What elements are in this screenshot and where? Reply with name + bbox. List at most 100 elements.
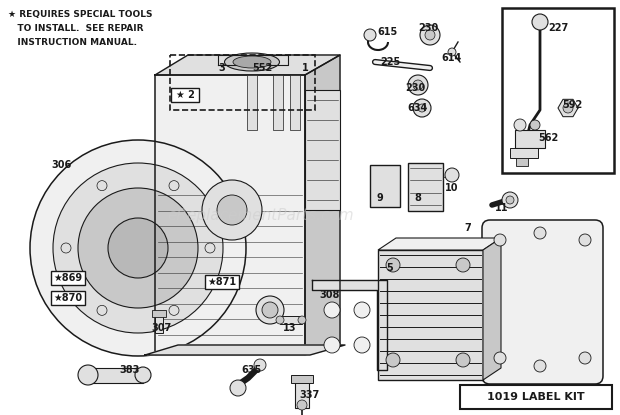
Text: TO INSTALL.  SEE REPAIR: TO INSTALL. SEE REPAIR bbox=[8, 24, 143, 33]
Circle shape bbox=[169, 305, 179, 315]
Text: 383: 383 bbox=[120, 365, 140, 375]
Text: 562: 562 bbox=[538, 133, 558, 143]
Circle shape bbox=[494, 352, 506, 364]
Circle shape bbox=[456, 258, 470, 272]
Text: ★ 2: ★ 2 bbox=[175, 90, 195, 100]
Circle shape bbox=[205, 243, 215, 253]
Bar bbox=[460, 385, 612, 409]
Circle shape bbox=[254, 359, 266, 371]
Text: ★ REQUIRES SPECIAL TOOLS: ★ REQUIRES SPECIAL TOOLS bbox=[8, 10, 153, 19]
Circle shape bbox=[202, 180, 262, 240]
Text: 9: 9 bbox=[376, 193, 383, 203]
Circle shape bbox=[354, 302, 370, 318]
Circle shape bbox=[530, 120, 540, 130]
Text: 552: 552 bbox=[252, 63, 272, 73]
Bar bbox=[170, 55, 315, 110]
Circle shape bbox=[135, 367, 151, 383]
Circle shape bbox=[420, 25, 440, 45]
Text: 307: 307 bbox=[152, 323, 172, 333]
Bar bbox=[51, 291, 85, 305]
Text: 634: 634 bbox=[408, 103, 428, 113]
Bar bbox=[408, 163, 443, 211]
Circle shape bbox=[494, 234, 506, 246]
Circle shape bbox=[413, 99, 431, 117]
Circle shape bbox=[298, 316, 306, 324]
Circle shape bbox=[408, 75, 428, 95]
Circle shape bbox=[97, 305, 107, 315]
Bar bbox=[155, 315, 163, 333]
Text: 5: 5 bbox=[387, 263, 393, 273]
Text: 230: 230 bbox=[418, 23, 438, 33]
Circle shape bbox=[563, 103, 573, 113]
Circle shape bbox=[30, 140, 246, 356]
Circle shape bbox=[514, 119, 526, 131]
Circle shape bbox=[506, 196, 514, 204]
Bar bbox=[291, 375, 313, 383]
Circle shape bbox=[108, 218, 168, 278]
Circle shape bbox=[386, 258, 400, 272]
Circle shape bbox=[448, 48, 456, 56]
Circle shape bbox=[61, 243, 71, 253]
Ellipse shape bbox=[233, 56, 271, 68]
Text: 615: 615 bbox=[378, 27, 398, 37]
Text: 3: 3 bbox=[219, 63, 226, 73]
Polygon shape bbox=[312, 280, 387, 370]
Bar bbox=[502, 8, 614, 173]
Circle shape bbox=[276, 316, 284, 324]
Text: 227: 227 bbox=[548, 23, 568, 33]
Circle shape bbox=[78, 188, 198, 308]
Bar bbox=[516, 158, 528, 166]
Circle shape bbox=[364, 29, 376, 41]
Circle shape bbox=[324, 302, 340, 318]
Polygon shape bbox=[305, 55, 340, 355]
Circle shape bbox=[217, 195, 247, 225]
Text: 8: 8 bbox=[415, 193, 422, 203]
Text: 635: 635 bbox=[242, 365, 262, 375]
Bar bbox=[51, 271, 85, 285]
Text: 308: 308 bbox=[320, 290, 340, 300]
FancyBboxPatch shape bbox=[482, 220, 603, 384]
Circle shape bbox=[169, 181, 179, 190]
Polygon shape bbox=[378, 238, 501, 250]
Text: 11: 11 bbox=[495, 203, 509, 213]
Bar bbox=[510, 148, 538, 158]
Circle shape bbox=[425, 30, 435, 40]
Circle shape bbox=[97, 181, 107, 190]
Circle shape bbox=[354, 337, 370, 353]
Circle shape bbox=[53, 163, 223, 333]
Bar bbox=[88, 368, 143, 383]
Text: 13: 13 bbox=[283, 323, 297, 333]
Polygon shape bbox=[218, 55, 288, 65]
Text: ★870: ★870 bbox=[53, 293, 82, 303]
Text: ★869: ★869 bbox=[53, 273, 82, 283]
Polygon shape bbox=[155, 55, 340, 75]
Bar bbox=[305, 90, 340, 210]
Text: ★871: ★871 bbox=[208, 277, 237, 287]
Text: 225: 225 bbox=[380, 57, 400, 67]
Bar bbox=[290, 75, 300, 130]
Circle shape bbox=[456, 353, 470, 367]
Bar bbox=[273, 75, 283, 130]
Circle shape bbox=[324, 337, 340, 353]
Circle shape bbox=[579, 234, 591, 246]
Bar bbox=[515, 130, 545, 148]
Text: 337: 337 bbox=[300, 390, 320, 400]
Circle shape bbox=[262, 302, 278, 318]
Bar bbox=[295, 378, 309, 408]
Bar bbox=[378, 250, 483, 380]
Circle shape bbox=[256, 296, 284, 324]
Text: 10: 10 bbox=[445, 183, 459, 193]
Circle shape bbox=[534, 360, 546, 372]
Circle shape bbox=[413, 80, 423, 90]
Text: 306: 306 bbox=[52, 160, 72, 170]
Bar bbox=[280, 316, 302, 324]
Bar bbox=[152, 310, 166, 317]
Text: eReplacementParts.com: eReplacementParts.com bbox=[167, 208, 354, 223]
Circle shape bbox=[579, 352, 591, 364]
Circle shape bbox=[418, 104, 426, 112]
Bar bbox=[205, 275, 239, 289]
Ellipse shape bbox=[224, 53, 280, 71]
Circle shape bbox=[230, 380, 246, 396]
Text: 592: 592 bbox=[562, 100, 582, 110]
Text: INSTRUCTION MANUAL.: INSTRUCTION MANUAL. bbox=[8, 38, 137, 47]
